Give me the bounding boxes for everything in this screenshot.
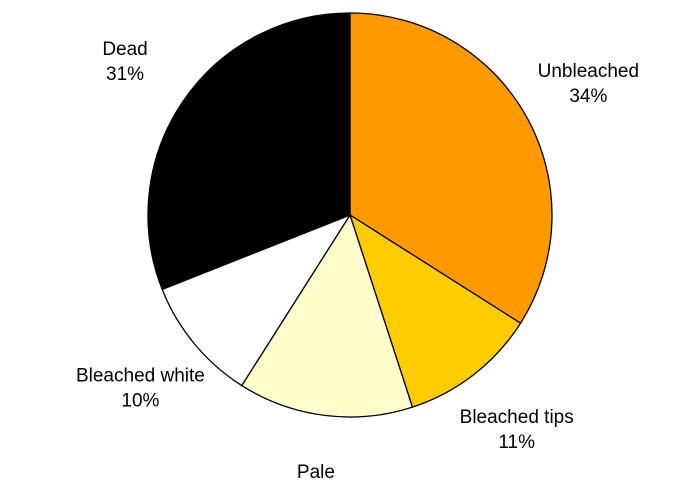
slice-value-label: 14% [297,487,335,489]
slice-label: Bleached white [76,365,205,386]
slice-label: Bleached tips [460,407,574,428]
slice-value-label: 34% [569,86,607,107]
slice-value-label: 11% [498,432,535,453]
slice-label: Unbleached [538,61,639,82]
pie-slice [161,213,352,387]
pie-slice [348,213,522,408]
slice-label: Pale [297,462,335,483]
slice-value-label: 31% [106,64,144,85]
pie-slice [147,12,351,291]
slice-label: Dead [102,39,147,60]
pie-slice [349,12,553,325]
slice-value-label: 10% [121,390,159,411]
pie-slice [240,213,414,418]
